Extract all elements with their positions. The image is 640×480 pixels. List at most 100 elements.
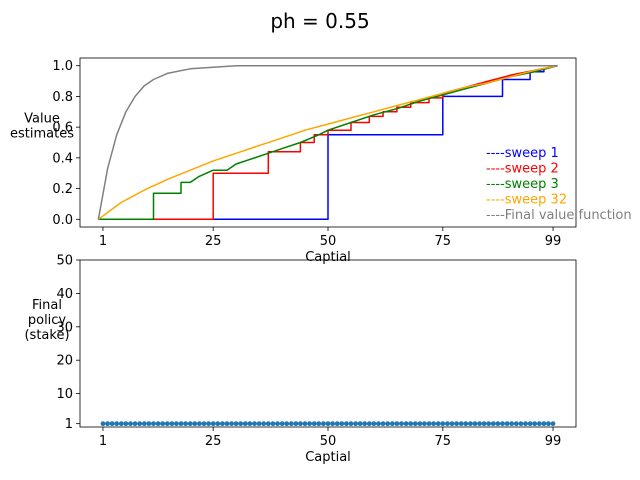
policy-point bbox=[500, 421, 505, 427]
series-line bbox=[98, 64, 558, 221]
policy-point bbox=[449, 421, 455, 427]
policy-point bbox=[261, 421, 267, 427]
policy-point bbox=[527, 421, 533, 427]
policy-point bbox=[155, 421, 161, 427]
policy-point bbox=[513, 421, 519, 427]
policy-point bbox=[435, 421, 441, 427]
policy-point bbox=[252, 421, 257, 427]
x-tick-label: 1 bbox=[99, 234, 107, 249]
policy-point bbox=[385, 421, 391, 427]
policy-point bbox=[426, 421, 432, 427]
policy-point bbox=[532, 421, 538, 427]
policy-point bbox=[458, 421, 464, 427]
legend-entry: ----sweep 3 bbox=[486, 177, 559, 192]
policy-point bbox=[224, 421, 230, 427]
y-tick-label: 50 bbox=[56, 254, 73, 269]
policy-point bbox=[169, 421, 175, 427]
y-tick-label: 20 bbox=[56, 354, 73, 369]
policy-point bbox=[187, 421, 193, 427]
policy-point bbox=[376, 421, 381, 427]
policy-point bbox=[481, 421, 487, 427]
x-tick-label: 75 bbox=[435, 434, 452, 449]
policy-point bbox=[178, 421, 184, 427]
policy-point bbox=[220, 421, 225, 427]
policy-point bbox=[302, 421, 308, 427]
y-axis-label-line: estimates bbox=[10, 127, 74, 142]
policy-point bbox=[183, 421, 189, 427]
policy-point bbox=[431, 421, 436, 427]
policy-point bbox=[151, 421, 156, 427]
policy-point bbox=[334, 421, 340, 427]
axes-frame bbox=[79, 259, 577, 428]
policy-point bbox=[321, 421, 326, 427]
x-tick-label: 99 bbox=[545, 234, 562, 249]
policy-point bbox=[504, 421, 510, 427]
policy-point bbox=[298, 421, 303, 427]
policy-point bbox=[307, 421, 312, 427]
policy-point bbox=[380, 421, 386, 427]
policy-point bbox=[394, 421, 400, 427]
policy-point bbox=[472, 421, 478, 427]
policy-point bbox=[215, 421, 221, 427]
x-tick-label: 50 bbox=[320, 234, 337, 249]
policy-point bbox=[141, 421, 147, 427]
policy-point bbox=[362, 421, 368, 427]
policy-point bbox=[550, 421, 556, 427]
x-tick-label: 75 bbox=[435, 234, 452, 249]
y-axis-label-line: policy bbox=[28, 313, 67, 328]
policy-point bbox=[311, 421, 317, 427]
policy-point bbox=[275, 421, 280, 427]
policy-point bbox=[445, 421, 450, 427]
policy-point bbox=[316, 421, 322, 427]
y-axis-label-line: Value bbox=[24, 112, 60, 127]
policy-point bbox=[325, 421, 331, 427]
legend-entry: ----sweep 2 bbox=[486, 162, 559, 177]
policy-point bbox=[523, 421, 528, 427]
policy-point bbox=[403, 421, 409, 427]
series-line bbox=[97, 64, 558, 220]
policy-point bbox=[371, 421, 377, 427]
policy-point bbox=[353, 421, 358, 427]
policy-point bbox=[265, 421, 271, 427]
policy-point bbox=[417, 421, 423, 427]
y-axis-label-line: (stake) bbox=[24, 328, 69, 343]
policy-point bbox=[399, 421, 404, 427]
policy-point bbox=[288, 421, 294, 427]
policy-point bbox=[197, 421, 202, 427]
policy-point bbox=[536, 421, 542, 427]
y-tick-label: 0.4 bbox=[52, 151, 73, 166]
policy-point bbox=[201, 421, 207, 427]
y-tick-label: 0.6 bbox=[52, 121, 73, 136]
policy-point bbox=[422, 421, 427, 427]
policy-point bbox=[192, 421, 198, 427]
policy-point bbox=[270, 421, 276, 427]
policy-point bbox=[490, 421, 496, 427]
policy-point bbox=[366, 421, 372, 427]
policy-point bbox=[146, 421, 152, 427]
policy-point bbox=[284, 421, 290, 427]
y-axis-label-line: Final bbox=[32, 298, 62, 313]
policy-point bbox=[477, 421, 482, 427]
policy-point bbox=[174, 421, 179, 427]
y-tick-label: 0.0 bbox=[52, 213, 73, 228]
x-tick-label: 99 bbox=[545, 434, 562, 449]
policy-point bbox=[206, 421, 212, 427]
policy-point bbox=[229, 421, 235, 427]
policy-point bbox=[123, 421, 129, 427]
y-tick-label: 1 bbox=[65, 417, 73, 432]
y-tick-label: 40 bbox=[56, 287, 73, 302]
policy-point bbox=[463, 421, 469, 427]
x-tick-label: 1 bbox=[99, 434, 107, 449]
policy-point bbox=[132, 421, 138, 427]
x-tick-label: 25 bbox=[205, 234, 222, 249]
policy-point bbox=[339, 421, 345, 427]
policy-point bbox=[408, 421, 414, 427]
policy-point bbox=[233, 421, 239, 427]
policy-point bbox=[454, 421, 459, 427]
policy-point bbox=[109, 421, 115, 427]
policy-point bbox=[114, 421, 120, 427]
y-axis-label: Value estimates bbox=[10, 112, 74, 142]
policy-point bbox=[389, 421, 395, 427]
series-line bbox=[98, 64, 558, 221]
